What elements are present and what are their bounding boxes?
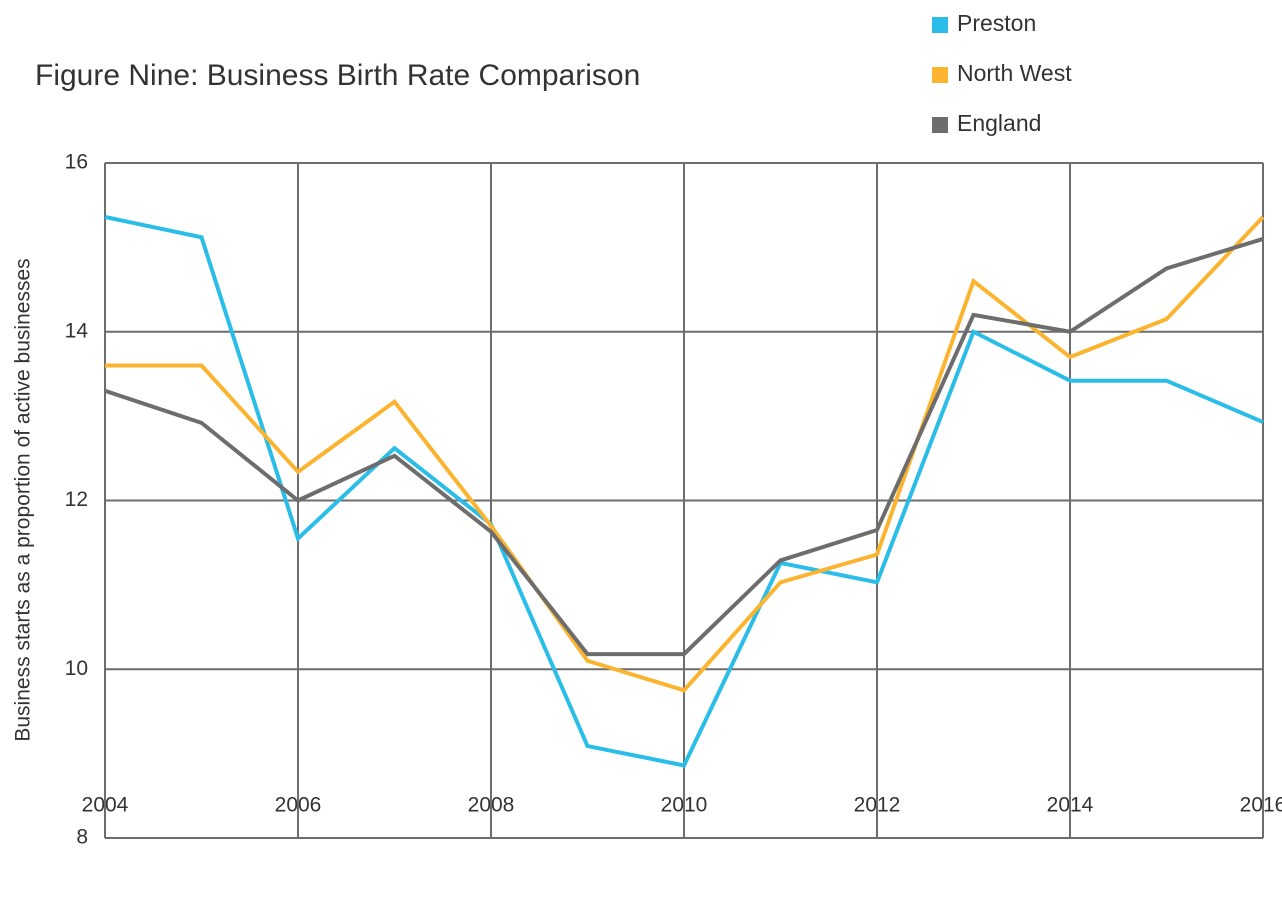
y-tick-label: 12 bbox=[65, 488, 88, 511]
y-tick-label: 8 bbox=[76, 826, 88, 849]
legend-label: England bbox=[957, 110, 1041, 136]
legend-swatch bbox=[932, 117, 948, 133]
x-tick-label: 2016 bbox=[1240, 794, 1282, 817]
series-line bbox=[104, 237, 1264, 657]
y-tick-label: 14 bbox=[65, 319, 89, 342]
legend-swatch bbox=[932, 67, 948, 83]
legend-swatch bbox=[932, 17, 948, 33]
y-axis-label: Business starts as a proportion of activ… bbox=[12, 258, 35, 741]
y-tick-label: 10 bbox=[65, 657, 88, 680]
y-tick-label: 16 bbox=[65, 151, 88, 174]
chart-title: Figure Nine: Business Birth Rate Compari… bbox=[35, 59, 640, 92]
legend-label: North West bbox=[957, 60, 1072, 86]
series-line bbox=[105, 215, 1265, 693]
legend-label: Preston bbox=[957, 10, 1036, 36]
series-line bbox=[104, 215, 1264, 768]
